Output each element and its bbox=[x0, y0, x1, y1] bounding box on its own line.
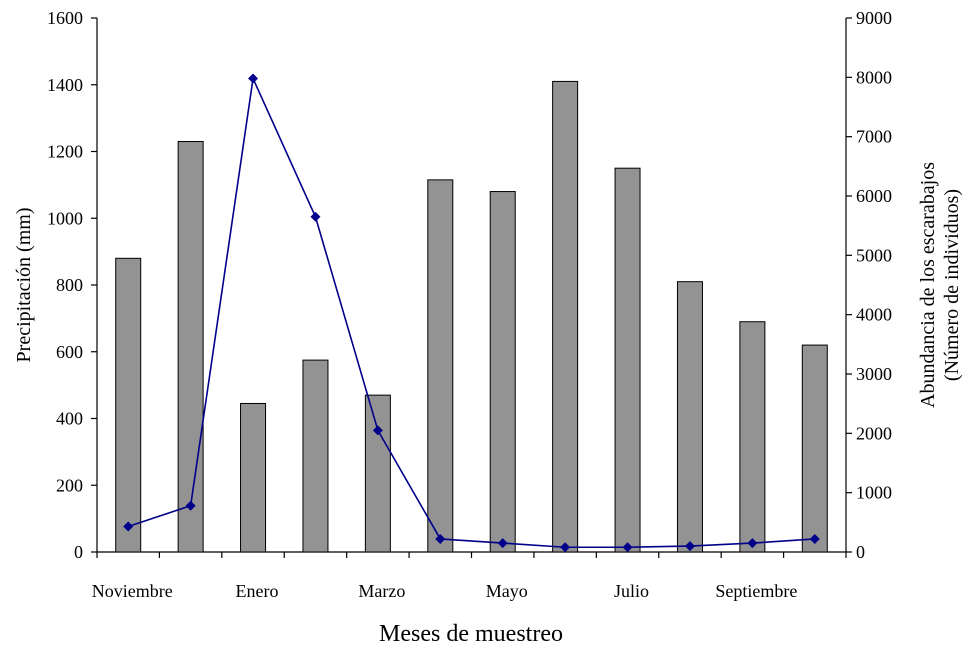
bar bbox=[739, 321, 766, 553]
right-y-tick-label: 9000 bbox=[856, 8, 892, 28]
x-axis-title: Meses de muestreo bbox=[379, 621, 563, 647]
right-y-tick-label: 3000 bbox=[856, 364, 892, 384]
bar bbox=[427, 179, 454, 553]
left-y-tick-label: 800 bbox=[56, 275, 83, 295]
left-y-tick-label: 1400 bbox=[47, 75, 83, 95]
line-point bbox=[497, 538, 508, 549]
right-y-tick-label: 4000 bbox=[856, 305, 892, 325]
right-y-tick-label: 8000 bbox=[856, 67, 892, 87]
bar bbox=[489, 191, 516, 553]
line-point bbox=[560, 542, 571, 553]
bar bbox=[115, 257, 142, 553]
left-y-tick-label: 0 bbox=[74, 542, 83, 562]
line-point bbox=[185, 500, 196, 511]
line-point bbox=[248, 73, 259, 84]
right-y-tick-label: 0 bbox=[856, 542, 865, 562]
line-point bbox=[123, 521, 134, 532]
bar bbox=[801, 344, 828, 553]
chart-axes: 0 200 400 600 800 1000 1200 1400 1600 0 1000 2000 30… bbox=[47, 8, 892, 601]
line-point bbox=[435, 533, 446, 544]
x-tick-label: Noviembre bbox=[92, 581, 173, 601]
bar bbox=[552, 80, 579, 553]
left-y-tick-label: 1000 bbox=[47, 208, 83, 228]
bar bbox=[614, 167, 641, 553]
line-series bbox=[123, 73, 820, 553]
line-point bbox=[809, 533, 820, 544]
x-tick-label: Enero bbox=[236, 581, 279, 601]
line-point bbox=[622, 542, 633, 553]
chart-labels: Meses de muestreo Precipitación (mm) Abu… bbox=[13, 162, 963, 647]
line-point bbox=[747, 538, 758, 549]
x-tick-label: Marzo bbox=[358, 581, 405, 601]
left-y-tick-label: 200 bbox=[56, 475, 83, 495]
right-y-tick-label: 2000 bbox=[856, 423, 892, 443]
right-y-tick-label: 7000 bbox=[856, 127, 892, 147]
bar bbox=[676, 281, 703, 553]
left-y-tick-label: 1600 bbox=[47, 8, 83, 28]
right-y-tick-label: 1000 bbox=[856, 483, 892, 503]
right-y-axis-title-line1: Abundancia de los escarabajos bbox=[917, 162, 939, 408]
x-tick-label: Julio bbox=[614, 581, 649, 601]
right-y-tick-label: 6000 bbox=[856, 186, 892, 206]
bar bbox=[240, 402, 267, 553]
x-tick-label: Septiembre bbox=[715, 581, 797, 601]
line-point bbox=[372, 425, 383, 436]
bar bbox=[364, 394, 391, 553]
x-tick-label: Mayo bbox=[486, 581, 528, 601]
bar bbox=[177, 140, 204, 553]
series-line bbox=[127, 75, 815, 549]
right-y-axis-title-line2: (Número de individuos) bbox=[941, 189, 963, 381]
right-y-tick-label: 5000 bbox=[856, 245, 892, 265]
left-y-tick-label: 1200 bbox=[47, 142, 83, 162]
left-y-tick-label: 400 bbox=[56, 409, 83, 429]
left-y-axis-title: Precipitación (mm) bbox=[13, 208, 35, 363]
bar bbox=[302, 359, 329, 553]
line-point bbox=[684, 541, 695, 552]
bar-series bbox=[115, 80, 828, 553]
left-y-tick-label: 600 bbox=[56, 342, 83, 362]
line-point bbox=[310, 211, 321, 222]
